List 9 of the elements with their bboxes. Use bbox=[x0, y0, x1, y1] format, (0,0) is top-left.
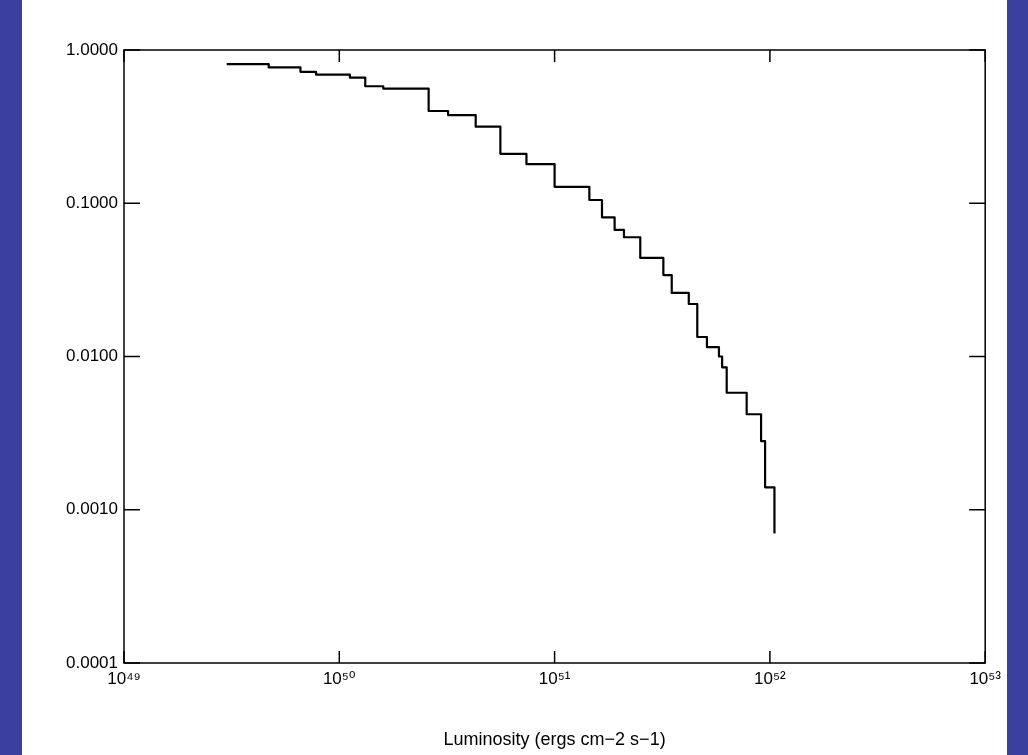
x-axis-title: Luminosity (ergs cm−2 s−1) bbox=[443, 729, 666, 750]
x-tick-label: 10⁵¹ bbox=[538, 668, 571, 688]
y-tick-label: 0.0100 bbox=[66, 346, 118, 366]
y-tick-label: 0.0010 bbox=[66, 499, 118, 519]
x-tick-label: 10⁵³ bbox=[969, 668, 1002, 688]
y-tick-label: 0.1000 bbox=[66, 192, 118, 212]
x-tick-label: 10⁵⁰ bbox=[322, 668, 356, 688]
y-tick-label: 1.0000 bbox=[66, 39, 118, 59]
x-tick-label: 10⁵² bbox=[754, 668, 787, 688]
